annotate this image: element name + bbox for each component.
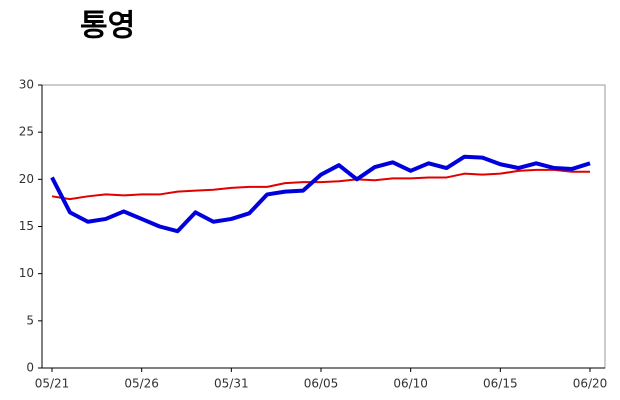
x-tick-label: 05/31 (214, 377, 249, 391)
x-tick-label: 05/26 (124, 377, 159, 391)
y-tick-label: 0 (26, 361, 34, 375)
line-series (50, 154, 591, 234)
x-tick-label: 06/05 (304, 377, 339, 391)
y-tick-label: 10 (19, 266, 34, 280)
y-tick-label: 30 (19, 78, 34, 92)
x-tick-label: 05/21 (35, 377, 70, 391)
y-tick-label: 5 (26, 313, 34, 327)
line-series (51, 168, 590, 201)
y-tick-label: 20 (19, 172, 34, 186)
x-tick-label: 06/15 (483, 377, 518, 391)
x-tick-label: 06/20 (573, 377, 608, 391)
y-tick-label: 25 (19, 125, 34, 139)
x-tick-label: 06/10 (393, 377, 428, 391)
plot-frame (41, 84, 606, 369)
chart-title: 통영 (80, 9, 135, 44)
y-tick-label: 15 (19, 219, 34, 233)
